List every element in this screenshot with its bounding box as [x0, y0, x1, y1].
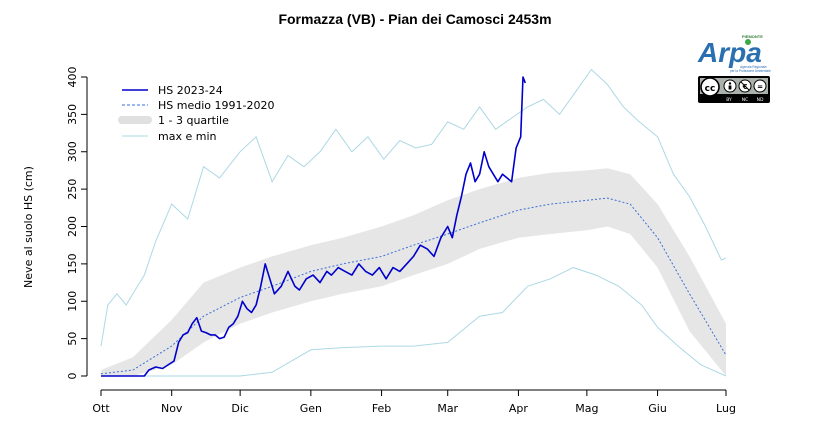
series-max-line — [100, 68, 727, 347]
series-min-line — [101, 267, 727, 377]
x-tick-label: Dic — [231, 402, 249, 415]
arpa-logo: PIEMONTE Arpa Agenzia Regionale per la P… — [697, 34, 771, 103]
cc-icon — [700, 77, 720, 97]
x-tick-label: Nov — [161, 402, 183, 415]
legend-label-hs: HS 2023-24 — [158, 84, 223, 97]
logo-subtitle: Agenzia Regionale — [740, 65, 767, 69]
legend-label-quartile: 1 - 3 quartile — [158, 114, 229, 127]
logo-leaf-icon — [745, 39, 751, 45]
y-tick-label: 350 — [66, 104, 79, 125]
y-tick-label: 250 — [66, 179, 79, 200]
legend-label-maxmin: max e min — [158, 130, 216, 143]
svg-text:cc: cc — [705, 84, 716, 94]
y-tick-label: 200 — [66, 216, 79, 237]
y-tick-label: 0 — [66, 373, 79, 380]
x-tick-label: Feb — [372, 402, 391, 415]
legend-label-medio: HS medio 1991-2020 — [158, 99, 274, 112]
license-label-nd: ND — [757, 97, 764, 103]
x-tick-label: Giu — [648, 402, 667, 415]
logo-subtitle-2: per la Protezione Ambientale — [730, 69, 771, 73]
y-tick-label: 50 — [66, 332, 79, 346]
x-tick-label: Mar — [437, 402, 458, 415]
x-tick-label: Mag — [575, 402, 598, 415]
logo-brand: Arpa — [697, 37, 762, 68]
y-tick-label: 150 — [66, 253, 79, 274]
x-tick-label: Gen — [300, 402, 322, 415]
license-label-by: BY — [726, 97, 732, 103]
series-medio-line — [100, 197, 727, 375]
series-quartile-band — [101, 168, 726, 376]
legend: HS 2023-24 HS medio 1991-2020 1 - 3 quar… — [118, 84, 274, 143]
plot-area — [100, 68, 727, 377]
x-tick-label: Apr — [509, 402, 529, 415]
x-tick-label: Lug — [716, 402, 736, 415]
svg-text:=: = — [757, 83, 763, 91]
logo-region: PIEMONTE — [742, 34, 763, 39]
y-tick-label: 100 — [66, 291, 79, 312]
x-tick-label: Ott — [92, 402, 110, 415]
y-tick-label: 300 — [66, 141, 79, 162]
series-hs-line — [101, 76, 527, 377]
license-label-nc: NC — [742, 97, 749, 103]
chart-title: Formazza (VB) - Pian dei Camosci 2453m — [278, 11, 551, 27]
svg-text:€: € — [742, 83, 748, 91]
axes: 0 50 100 150 200 250 300 350 400 Ott Nov Dic Gen Feb M… — [66, 67, 736, 416]
y-tick-label: 400 — [66, 67, 79, 88]
nd-icon — [753, 79, 767, 93]
y-axis-label: Neve al suolo HS (cm) — [22, 166, 35, 288]
